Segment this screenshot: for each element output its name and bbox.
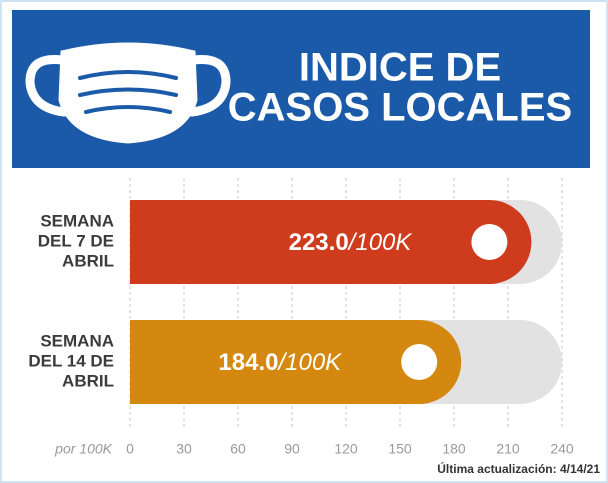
footnote: Última actualización: 4/14/21: [437, 461, 600, 476]
value-number: 223.0: [289, 229, 349, 256]
category-label: ABRIL: [62, 251, 114, 270]
category-label: DEL 14 DE: [28, 351, 114, 370]
x-tick-label: 180: [442, 441, 466, 457]
x-tick-label: 60: [230, 441, 246, 457]
bar-knob: [471, 224, 508, 260]
value-label: 223.0/100K: [289, 229, 413, 256]
value-unit: /100K: [276, 349, 342, 376]
category-label: SEMANA: [40, 211, 114, 230]
category-label: DEL 7 DE: [38, 231, 114, 250]
bar-knob: [401, 344, 438, 380]
value-unit: /100K: [347, 229, 413, 256]
title-line: INDICE DE: [299, 46, 501, 90]
bar: [130, 320, 462, 404]
x-tick-label: 30: [176, 441, 192, 457]
title-line: CASOS LOCALES: [228, 86, 572, 130]
x-tick-label: 120: [334, 441, 358, 457]
value-label: 184.0/100K: [218, 349, 342, 376]
x-tick-label: 0: [126, 441, 134, 457]
value-number: 184.0: [218, 349, 278, 376]
x-tick-label: 240: [550, 441, 574, 457]
bar: [130, 200, 532, 284]
x-tick-label: 150: [388, 441, 412, 457]
category-label: SEMANA: [40, 331, 114, 350]
mask-icon: [25, 42, 231, 144]
x-tick-label: 210: [496, 441, 520, 457]
x-axis-label: por 100K: [54, 441, 112, 457]
x-tick-label: 90: [284, 441, 300, 457]
category-label: ABRIL: [62, 371, 114, 390]
